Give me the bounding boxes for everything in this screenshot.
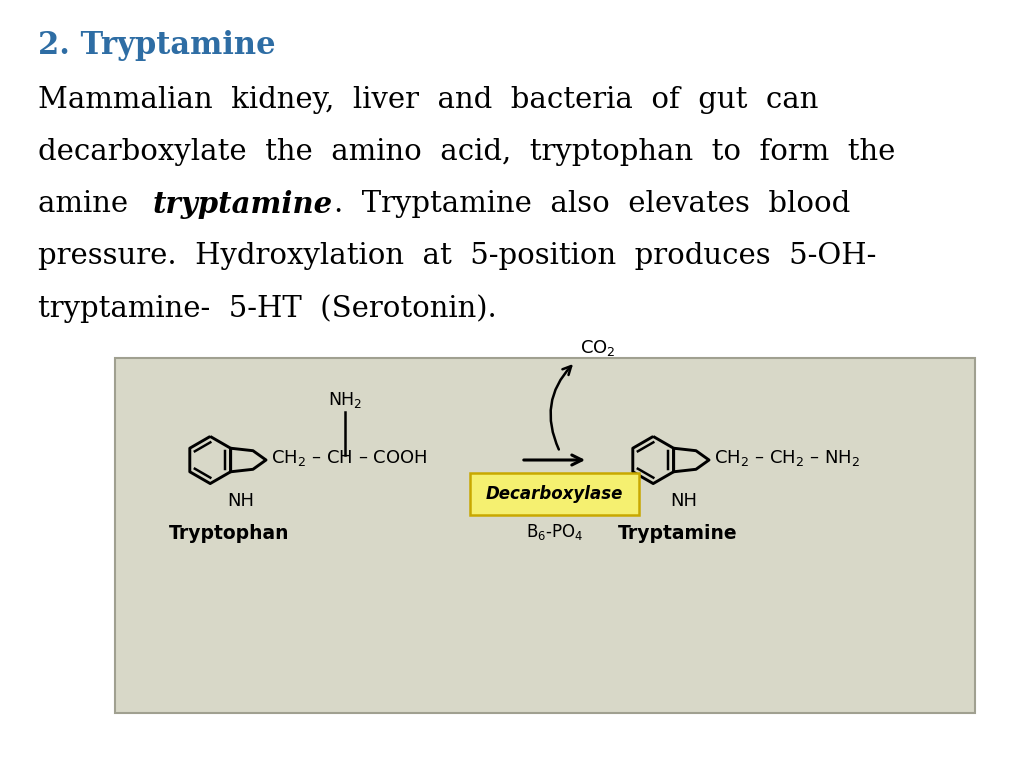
Text: B$_6$-PO$_4$: B$_6$-PO$_4$ xyxy=(525,522,584,542)
Text: .  Tryptamine  also  elevates  blood: . Tryptamine also elevates blood xyxy=(334,190,850,218)
Text: CH$_2$ – CH – COOH: CH$_2$ – CH – COOH xyxy=(271,448,427,468)
Text: tryptamine-  5-HT  (Serotonin).: tryptamine- 5-HT (Serotonin). xyxy=(38,294,497,323)
Text: tryptamine: tryptamine xyxy=(153,190,333,219)
Text: Mammalian  kidney,  liver  and  bacteria  of  gut  can: Mammalian kidney, liver and bacteria of … xyxy=(38,86,818,114)
Text: 2. Tryptamine: 2. Tryptamine xyxy=(38,30,275,61)
Text: CO$_2$: CO$_2$ xyxy=(580,338,615,358)
Text: pressure.  Hydroxylation  at  5-position  produces  5-OH-: pressure. Hydroxylation at 5-position pr… xyxy=(38,242,877,270)
Text: decarboxylate  the  amino  acid,  tryptophan  to  form  the: decarboxylate the amino acid, tryptophan… xyxy=(38,138,895,166)
Text: amine: amine xyxy=(38,190,146,218)
Text: NH: NH xyxy=(227,492,255,510)
Text: NH: NH xyxy=(671,492,697,510)
FancyBboxPatch shape xyxy=(115,358,975,713)
Text: Tryptophan: Tryptophan xyxy=(169,525,289,543)
Text: Decarboxylase: Decarboxylase xyxy=(485,485,624,503)
Text: CH$_2$ – CH$_2$ – NH$_2$: CH$_2$ – CH$_2$ – NH$_2$ xyxy=(714,448,860,468)
Text: NH$_2$: NH$_2$ xyxy=(328,390,362,410)
FancyBboxPatch shape xyxy=(470,473,639,515)
Text: Tryptamine: Tryptamine xyxy=(618,525,738,543)
